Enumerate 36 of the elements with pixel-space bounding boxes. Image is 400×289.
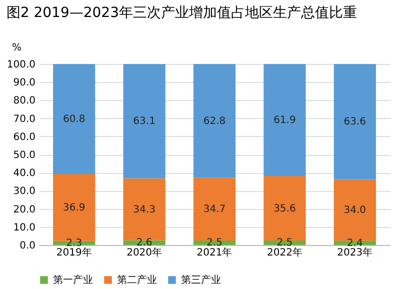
bar xyxy=(123,64,166,178)
bar xyxy=(193,64,236,178)
x-tick-label: 2021年 xyxy=(196,246,232,258)
bar xyxy=(53,64,96,174)
y-tick-label: 30.0 xyxy=(13,186,36,198)
data-label: 36.9 xyxy=(62,202,86,214)
data-label: 60.8 xyxy=(62,114,86,126)
x-tick-label: 2019年 xyxy=(56,246,92,258)
bar xyxy=(264,64,306,176)
chart-title: 图2 2019—2023年三次产业增加值占地区生产总值比重 xyxy=(6,5,357,21)
data-label: 34.0 xyxy=(344,204,366,216)
y-tick-label: 0.0 xyxy=(20,240,36,252)
x-tick-label: 2023年 xyxy=(337,246,373,258)
legend-label: 第二产业 xyxy=(117,274,157,286)
y-tick-label: 50.0 xyxy=(13,150,36,161)
y-tick-label: 80.0 xyxy=(13,96,36,107)
data-label: 61.9 xyxy=(274,115,296,126)
bar xyxy=(334,64,376,180)
y-tick-label: 40.0 xyxy=(13,168,36,180)
y-tick-label: 90.0 xyxy=(13,78,36,89)
x-tick-label: 2022年 xyxy=(266,246,302,258)
legend-label: 第一产业 xyxy=(53,274,93,286)
y-tick-label: 70.0 xyxy=(13,114,36,125)
legend-label: 第三产业 xyxy=(181,274,221,286)
data-label: 63.6 xyxy=(344,116,366,128)
y-tick-label: 60.0 xyxy=(13,132,36,143)
data-label: 62.8 xyxy=(203,116,226,127)
data-label: 34.3 xyxy=(133,204,156,216)
x-tick-label: 2020年 xyxy=(126,246,162,258)
y-tick-label: 100.0 xyxy=(6,60,36,70)
data-label: 35.6 xyxy=(274,203,296,214)
y-tick-label: 10.0 xyxy=(13,222,36,234)
y-axis-title: % xyxy=(12,42,22,54)
data-label: 63.1 xyxy=(133,116,156,128)
y-tick-label: 20.0 xyxy=(13,204,36,216)
data-label: 34.7 xyxy=(203,204,226,216)
